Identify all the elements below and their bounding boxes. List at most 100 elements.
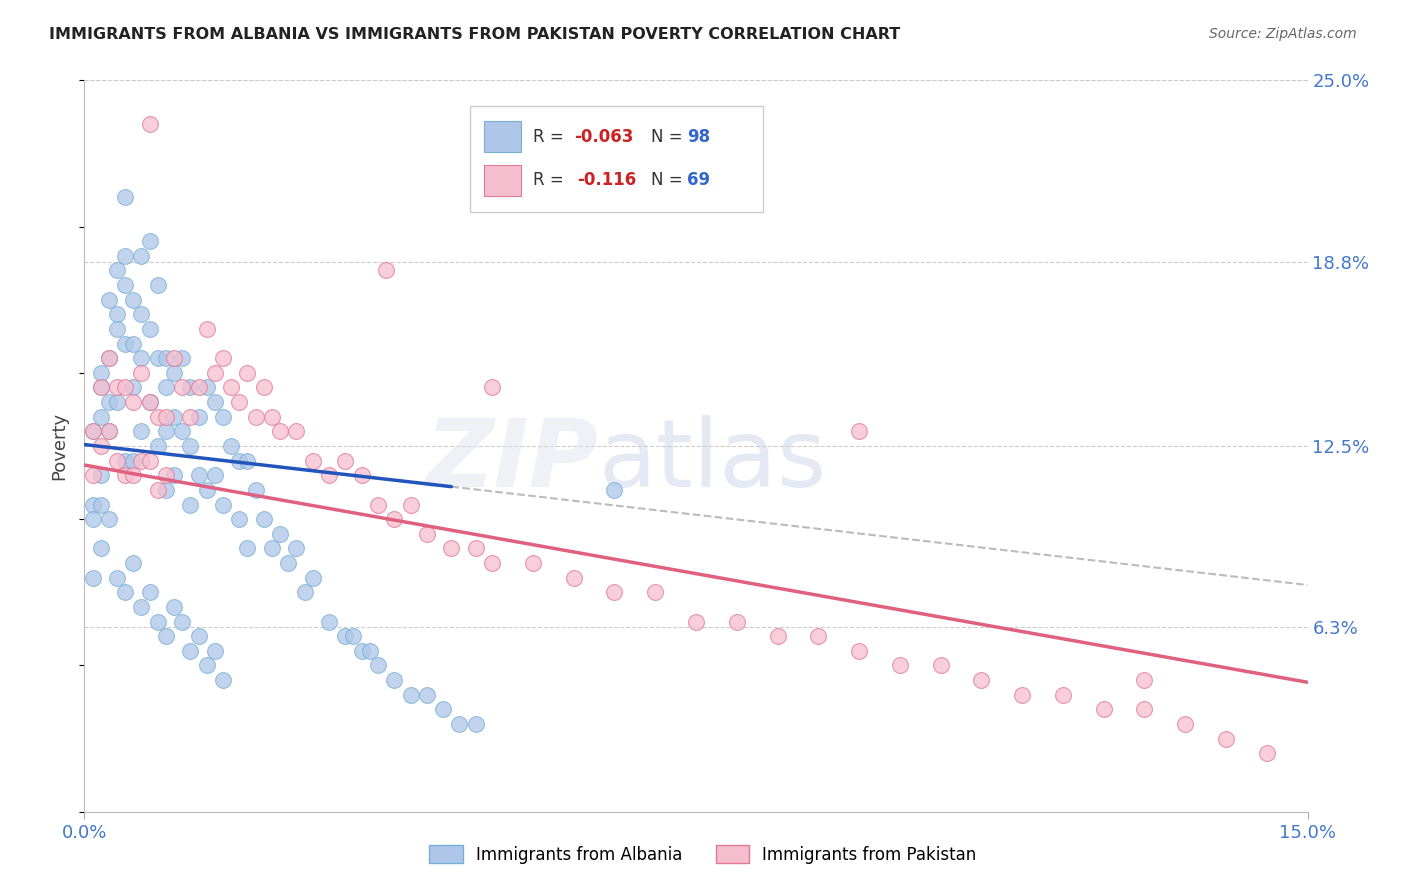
Point bbox=[131, 366, 153, 380]
Point bbox=[294, 585, 316, 599]
Point bbox=[105, 571, 128, 585]
Point bbox=[179, 380, 201, 394]
Point bbox=[155, 425, 177, 439]
Point bbox=[228, 395, 250, 409]
Point bbox=[90, 468, 112, 483]
Point bbox=[350, 468, 373, 483]
Text: atlas: atlas bbox=[598, 415, 827, 507]
Point bbox=[90, 380, 112, 394]
Point bbox=[1215, 731, 1237, 746]
Point bbox=[440, 541, 463, 556]
Point bbox=[970, 673, 993, 687]
Point bbox=[359, 644, 381, 658]
Point bbox=[146, 615, 169, 629]
Point bbox=[105, 395, 128, 409]
Point bbox=[122, 380, 145, 394]
Point bbox=[342, 629, 364, 643]
Point bbox=[138, 322, 160, 336]
Point bbox=[131, 425, 153, 439]
Point bbox=[1256, 746, 1278, 760]
Point bbox=[114, 585, 136, 599]
Point bbox=[212, 498, 235, 512]
Point bbox=[163, 409, 186, 424]
Point bbox=[163, 366, 186, 380]
Point bbox=[172, 351, 194, 366]
Point bbox=[204, 468, 226, 483]
Point bbox=[90, 380, 112, 394]
Point bbox=[114, 380, 136, 394]
Point bbox=[449, 717, 471, 731]
Point bbox=[187, 629, 209, 643]
Point bbox=[97, 512, 120, 526]
Point bbox=[335, 453, 357, 467]
Point bbox=[97, 351, 120, 366]
Point bbox=[146, 351, 169, 366]
Point bbox=[318, 615, 340, 629]
Text: R =: R = bbox=[533, 128, 569, 145]
Text: ZIP: ZIP bbox=[425, 415, 598, 507]
Point bbox=[464, 717, 486, 731]
Point bbox=[367, 658, 389, 673]
Point bbox=[269, 425, 291, 439]
Text: 69: 69 bbox=[688, 171, 710, 189]
Point bbox=[105, 380, 128, 394]
Point bbox=[603, 483, 626, 497]
Point bbox=[187, 409, 209, 424]
Point bbox=[179, 498, 201, 512]
Point bbox=[122, 453, 145, 467]
Point bbox=[122, 293, 145, 307]
Point bbox=[1092, 702, 1115, 716]
Point bbox=[219, 439, 242, 453]
Point bbox=[90, 366, 112, 380]
Point bbox=[131, 249, 153, 263]
Point bbox=[97, 395, 120, 409]
Point bbox=[146, 439, 169, 453]
Point bbox=[97, 425, 120, 439]
Text: Source: ZipAtlas.com: Source: ZipAtlas.com bbox=[1209, 27, 1357, 41]
Point bbox=[179, 409, 201, 424]
Point bbox=[172, 615, 194, 629]
Point bbox=[375, 263, 398, 277]
Point bbox=[163, 351, 186, 366]
Text: R =: R = bbox=[533, 171, 575, 189]
Point bbox=[644, 585, 666, 599]
Point bbox=[179, 439, 201, 453]
Point bbox=[228, 512, 250, 526]
Point bbox=[90, 409, 112, 424]
Point bbox=[766, 629, 789, 643]
Point bbox=[204, 644, 226, 658]
Text: 98: 98 bbox=[688, 128, 710, 145]
Point bbox=[1133, 702, 1156, 716]
Point bbox=[131, 453, 153, 467]
Point bbox=[253, 512, 276, 526]
Point bbox=[350, 644, 373, 658]
Point bbox=[138, 395, 160, 409]
Point bbox=[382, 673, 405, 687]
Point bbox=[285, 425, 308, 439]
Point bbox=[122, 468, 145, 483]
Point bbox=[195, 658, 218, 673]
Text: N =: N = bbox=[651, 171, 688, 189]
Point bbox=[138, 395, 160, 409]
Point bbox=[285, 541, 308, 556]
Text: -0.116: -0.116 bbox=[578, 171, 637, 189]
Point bbox=[889, 658, 911, 673]
Point bbox=[848, 425, 870, 439]
Point bbox=[138, 117, 160, 131]
Point bbox=[301, 571, 323, 585]
Point bbox=[90, 541, 112, 556]
Point bbox=[146, 483, 169, 497]
Point bbox=[155, 380, 177, 394]
Point bbox=[105, 453, 128, 467]
Point bbox=[236, 541, 259, 556]
Text: -0.063: -0.063 bbox=[574, 128, 633, 145]
Point bbox=[155, 351, 177, 366]
Point bbox=[1011, 688, 1033, 702]
Y-axis label: Poverty: Poverty bbox=[51, 412, 69, 480]
Point bbox=[212, 673, 235, 687]
Point bbox=[114, 249, 136, 263]
Point bbox=[212, 351, 235, 366]
Point bbox=[172, 380, 194, 394]
Point bbox=[335, 629, 357, 643]
Point bbox=[399, 498, 422, 512]
